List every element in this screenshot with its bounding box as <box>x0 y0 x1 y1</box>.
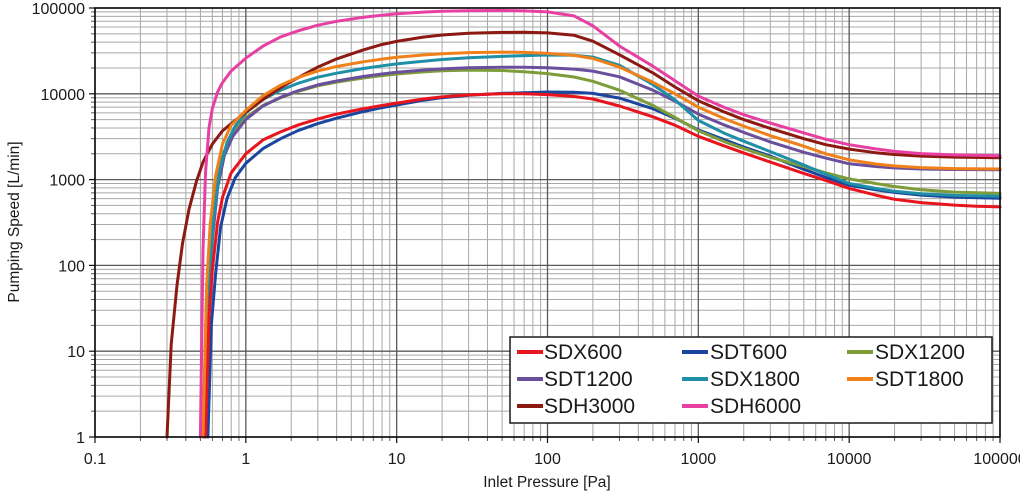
plot-frame <box>94 7 1001 438</box>
series-curves <box>165 9 1002 439</box>
legend-label-sdx600: SDX600 <box>544 341 622 364</box>
legend-box <box>509 336 993 424</box>
y-tick-label: 100000 <box>32 1 85 18</box>
x-tick-label: 10 <box>388 451 406 468</box>
legend-label-sdh3000: SDH3000 <box>544 395 635 418</box>
x-tick-label: 100000 <box>973 451 1020 468</box>
legend-item: SDX1800 <box>682 368 800 391</box>
x-tick-label: 100 <box>534 451 561 468</box>
x-axis-title: Inlet Pressure [Pa] <box>483 474 611 491</box>
series-sdx600 <box>204 92 1002 439</box>
legend-label-sdx1200: SDX1200 <box>875 341 965 364</box>
x-tick-label: 1 <box>241 451 250 468</box>
legend-label-sdt1800: SDT1800 <box>875 368 964 391</box>
x-tick-label: 0.1 <box>84 451 106 468</box>
y-tick-label: 10 <box>67 344 85 361</box>
x-tick-label: 1000 <box>681 451 717 468</box>
y-tick-label: 100 <box>58 258 85 275</box>
legend-item: SDT600 <box>682 341 787 364</box>
legend-item: SDT1800 <box>847 368 964 391</box>
series-sdt1200 <box>202 65 1002 439</box>
y-tick-label: 10000 <box>41 87 86 104</box>
y-tick-label: 1 <box>76 430 85 447</box>
series-sdh3000 <box>165 30 1002 439</box>
legend-item: SDH6000 <box>682 395 801 418</box>
y-axis-title: Pumping Speed [L/min] <box>6 141 23 302</box>
axis-labels: 0.1 1 10 100 1000 10000 100000 1 10 100 1000 10000 1… <box>32 1 1020 468</box>
legend-label-sdt1200: SDT1200 <box>544 368 633 391</box>
legend-item: SDH3000 <box>517 395 635 418</box>
legend-item: SDT1200 <box>517 368 633 391</box>
legend: SDX600 SDT600 SDX1200 SDT1200 SDX1800 SDT1800… <box>509 336 993 424</box>
legend-item: SDX600 <box>517 341 622 364</box>
legend-label-sdx1800: SDX1800 <box>710 368 800 391</box>
legend-label-sdt600: SDT600 <box>710 341 787 364</box>
legend-item: SDX1200 <box>847 341 965 364</box>
legend-label-sdh6000: SDH6000 <box>710 395 801 418</box>
x-tick-label: 10000 <box>827 451 872 468</box>
series-sdh6000 <box>198 9 1002 439</box>
series-sdt1800 <box>201 50 1002 439</box>
y-tick-label: 1000 <box>49 173 85 190</box>
